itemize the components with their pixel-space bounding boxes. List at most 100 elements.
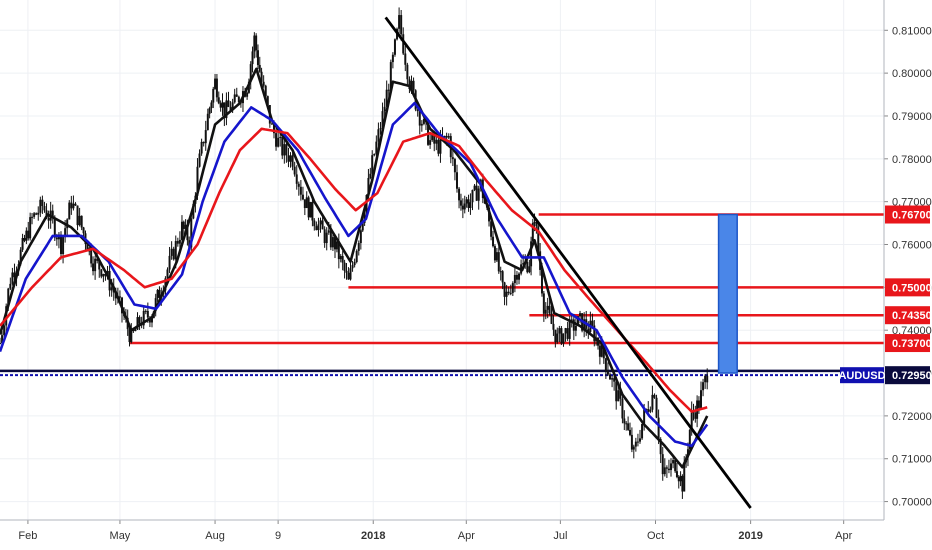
candle-body <box>554 329 557 343</box>
candle-body <box>431 134 434 141</box>
candle-body <box>217 97 220 104</box>
candle-body <box>507 291 510 294</box>
trendline-layer <box>384 16 752 509</box>
price-label: 0.72950 <box>892 370 932 382</box>
candle-body <box>355 250 358 262</box>
candle-body <box>641 423 644 439</box>
candle-body <box>570 319 573 321</box>
candle-body <box>325 232 328 244</box>
candle-body <box>621 398 624 419</box>
candle-body <box>556 333 559 343</box>
candle-body <box>287 155 290 162</box>
candle-body <box>251 51 254 65</box>
candle-body <box>170 248 173 256</box>
candle-body <box>202 141 205 144</box>
candle-body <box>672 460 675 464</box>
candle-body <box>168 255 171 270</box>
support-resistance-levels <box>0 213 884 377</box>
candle-body <box>406 64 409 80</box>
candle-body <box>102 273 105 277</box>
candle-body <box>623 418 626 424</box>
series-line-ma-fast <box>0 67 709 469</box>
candle-body <box>499 271 502 273</box>
candle-body <box>600 343 603 357</box>
candle-body <box>317 224 320 231</box>
candle-body <box>319 220 322 225</box>
candle-body <box>548 305 551 314</box>
candle-body <box>422 119 425 124</box>
candle-body <box>515 274 518 280</box>
candle-body <box>451 157 454 160</box>
candle-body <box>227 100 230 107</box>
candle-body <box>215 78 218 98</box>
candle-body <box>146 310 149 318</box>
candle-body <box>341 256 344 263</box>
candle-body <box>27 230 30 239</box>
candle-body <box>587 328 590 332</box>
candle-body <box>277 137 280 147</box>
candle-body <box>459 200 462 206</box>
candle-body <box>186 224 189 241</box>
candle-body <box>212 88 215 103</box>
chart-grid <box>0 0 884 520</box>
candle-body <box>550 313 553 324</box>
candle-body <box>562 333 565 344</box>
candle-body <box>3 325 6 336</box>
candle-body <box>630 434 633 450</box>
candle-body <box>675 471 678 478</box>
candle-body <box>237 96 240 103</box>
candle-body <box>619 390 622 399</box>
price-label-bg <box>885 366 930 385</box>
candle-body <box>492 236 495 247</box>
candle-body <box>683 462 686 492</box>
x-tick-label: 2019 <box>738 530 762 542</box>
candle-body <box>471 189 474 203</box>
candle-body <box>329 230 332 248</box>
candle-body <box>469 202 472 208</box>
candle-body <box>579 313 582 317</box>
x-tick-label: Oct <box>647 530 664 542</box>
candle-body <box>262 81 265 86</box>
price-label-bg <box>885 278 930 297</box>
candle-body <box>321 220 324 230</box>
candle-body <box>266 96 269 106</box>
candle-body <box>540 269 543 294</box>
candle-body <box>214 78 217 89</box>
y-tick-label: 0.71000 <box>892 454 932 466</box>
candle-body <box>315 226 318 231</box>
candle-body <box>19 249 22 265</box>
candle-body <box>231 102 234 111</box>
candle-body <box>528 266 531 273</box>
candle-body <box>309 202 312 218</box>
candle-body <box>221 102 224 108</box>
candle-body <box>653 394 656 398</box>
x-tick-label: Apr <box>458 530 475 542</box>
candle-body <box>566 328 569 339</box>
candle-body <box>331 237 334 248</box>
candle-body <box>497 252 500 272</box>
candle-body <box>651 394 654 410</box>
candle-body <box>649 409 652 412</box>
candle-body <box>174 241 177 260</box>
candle-body <box>13 272 16 278</box>
candle-body <box>629 429 632 435</box>
candle-body <box>235 94 238 97</box>
candle-body <box>593 325 596 342</box>
candle-body <box>445 135 448 138</box>
candle-body <box>136 317 139 330</box>
price-label: 0.76700 <box>892 210 932 222</box>
candle-body <box>439 135 442 154</box>
symbol-tag-bg <box>840 367 884 384</box>
candle-body <box>393 39 396 55</box>
candle-body <box>190 218 193 248</box>
x-tick-label: May <box>110 530 131 542</box>
candle-body <box>335 241 338 250</box>
candle-body <box>94 258 97 272</box>
candle-body <box>31 216 34 218</box>
candle-body <box>260 71 263 82</box>
candle-body <box>21 237 24 250</box>
candle-body <box>256 50 259 65</box>
candle-body <box>68 202 71 220</box>
candle-body <box>166 269 169 279</box>
